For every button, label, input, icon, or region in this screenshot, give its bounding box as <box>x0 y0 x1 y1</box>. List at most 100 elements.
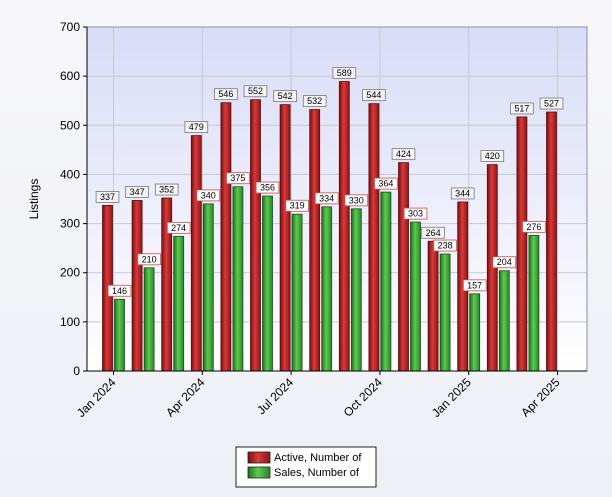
bar-active <box>279 104 291 372</box>
data-label-active: 552 <box>248 86 263 96</box>
data-label-sales: 356 <box>260 183 275 193</box>
bar-sales <box>114 298 125 372</box>
bar-active <box>338 81 350 372</box>
data-label-box-active <box>332 67 357 79</box>
x-tick-label: Apr 2024 <box>163 375 208 420</box>
data-label-active: 527 <box>544 99 559 109</box>
data-label-box-sales <box>226 172 250 185</box>
data-label-box-sales <box>166 221 191 234</box>
data-label-active: 424 <box>396 149 411 159</box>
bar-sales <box>469 293 481 372</box>
legend-swatch-active <box>247 451 271 464</box>
x-axis: Jan 2024 Apr 2024 Jul 2024 Oct 2024 Jan 2025… <box>74 371 563 420</box>
data-label-box-sales <box>492 256 517 269</box>
x-tick-label: Jan 2024 <box>74 375 119 420</box>
data-label-box-active <box>125 186 149 198</box>
data-label-sales: 157 <box>467 280 482 290</box>
bar-sales <box>262 195 273 372</box>
data-label-active: 517 <box>514 103 529 113</box>
data-label-box-sales <box>196 189 221 202</box>
bar-sales <box>439 253 451 372</box>
bar-sales <box>321 206 333 372</box>
bar-active <box>220 102 232 372</box>
data-label-box-sales <box>433 239 457 252</box>
data-label-box-active <box>450 187 475 200</box>
data-label-active: 532 <box>307 96 322 106</box>
bar-sales <box>350 208 362 372</box>
data-label-box-active <box>154 183 179 196</box>
data-label-box-sales <box>255 181 280 194</box>
data-label-active: 264 <box>426 228 441 238</box>
data-label-box-sales <box>462 279 487 292</box>
y-tick-label: 100 <box>60 315 80 329</box>
bar-active <box>398 162 409 372</box>
data-label-box-sales <box>137 253 161 266</box>
data-label-box-active <box>184 121 209 134</box>
legend: Active, Number of Sales, Number of <box>235 446 377 488</box>
x-tick-label: Oct 2024 <box>341 375 386 420</box>
x-tick-label: Jan 2025 <box>429 375 474 420</box>
data-label-active: 352 <box>159 185 174 195</box>
bar-sales <box>232 186 244 372</box>
data-label-box-sales <box>314 192 339 205</box>
y-tick-label: 300 <box>60 217 80 231</box>
data-labels: 337 347 352 479 546 552 542 532 589 544 424 264 344 4… <box>95 67 564 297</box>
data-label-sales: 210 <box>142 254 157 264</box>
legend-label-sales: Sales, Number of <box>274 467 360 479</box>
data-label-sales: 204 <box>497 257 512 267</box>
y-tick-label: 400 <box>60 167 80 181</box>
data-label-sales: 276 <box>526 222 541 232</box>
data-label-box-sales <box>403 207 428 220</box>
data-label-sales: 334 <box>319 193 334 203</box>
data-label-box-active <box>510 102 534 115</box>
bar-active <box>546 111 557 372</box>
bar-active <box>427 240 439 372</box>
y-tick-label: 0 <box>73 364 80 378</box>
data-label-box-active <box>243 85 268 98</box>
data-label-active: 542 <box>278 91 293 101</box>
data-label-box-sales <box>522 220 546 233</box>
data-label-box-active <box>391 148 416 161</box>
data-label-sales: 319 <box>290 201 305 211</box>
data-label-sales: 303 <box>408 209 423 219</box>
data-label-box-sales <box>285 199 309 212</box>
data-label-box-active <box>539 97 564 110</box>
data-label-sales: 330 <box>349 195 364 205</box>
data-label-active: 344 <box>455 188 470 198</box>
bar-sales <box>202 203 214 372</box>
y-tick-label: 700 <box>60 20 80 34</box>
bar-sales <box>498 270 510 372</box>
data-label-box-active <box>421 226 445 239</box>
data-label-sales: 238 <box>438 241 453 251</box>
data-label-active: 347 <box>130 187 145 197</box>
y-tick-label: 200 <box>60 266 80 280</box>
data-label-sales: 146 <box>112 286 127 296</box>
data-label-sales: 274 <box>171 223 186 233</box>
bar-sales <box>380 191 392 372</box>
legend-label-active: Active, Number of <box>274 452 362 464</box>
bar-active <box>190 135 202 372</box>
data-label-box-sales <box>344 194 369 207</box>
y-tick-label: 600 <box>60 69 80 83</box>
data-label-box-sales <box>374 177 398 190</box>
bar-active <box>309 109 321 372</box>
data-label-active: 479 <box>189 122 204 132</box>
data-label-active: 546 <box>218 89 233 99</box>
bar-active <box>368 103 380 372</box>
bars <box>102 81 557 372</box>
x-tick-label: Apr 2025 <box>518 375 563 420</box>
data-label-box-active <box>480 150 505 163</box>
data-label-active: 337 <box>100 192 115 202</box>
data-label-sales: 340 <box>201 190 216 200</box>
data-label-sales: 364 <box>378 179 393 189</box>
data-label-box-sales <box>107 284 132 297</box>
data-label-box-active <box>362 89 386 102</box>
y-axis-title: Listings <box>27 179 41 220</box>
data-label-box-active <box>95 190 120 203</box>
data-label-box-active <box>273 90 297 103</box>
bar-sales <box>528 234 540 372</box>
data-label-box-active <box>214 88 238 101</box>
bar-sales <box>291 213 303 372</box>
data-label-active: 589 <box>337 68 352 78</box>
